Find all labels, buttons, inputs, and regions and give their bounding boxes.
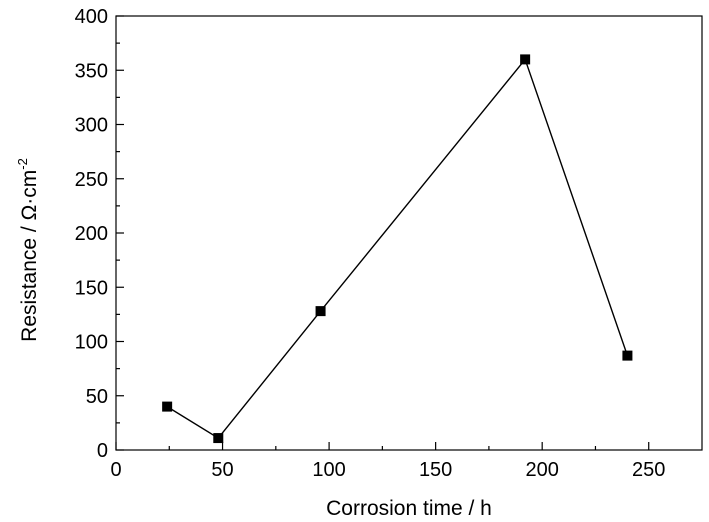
y-axis-title-main: Resistance / Ω·cm (18, 170, 41, 342)
x-tick-label: 150 (419, 459, 452, 481)
y-tick-label: 100 (75, 332, 108, 354)
y-tick-label: 350 (75, 60, 108, 82)
x-tick-label: 50 (211, 459, 233, 481)
y-tick-label: 0 (97, 440, 108, 462)
y-axis-title: Resistance / Ω·cm-2 (15, 158, 41, 342)
x-tick-label: 200 (525, 459, 558, 481)
series-line (166, 57, 629, 439)
x-tick-label: 250 (632, 459, 665, 481)
y-tick-label: 50 (86, 386, 108, 408)
data-point-marker (213, 433, 224, 444)
y-tick-label: 250 (75, 169, 108, 191)
series-layer (162, 54, 633, 444)
x-axis: 0 50 100 150 200 250 (110, 442, 665, 481)
plot-frame (115, 15, 703, 451)
y-tick-label: 150 (75, 277, 108, 299)
y-axis: 0 50 100 150 200 250 300 350 400 (75, 6, 124, 462)
y-tick-label: 400 (75, 6, 108, 28)
data-point-marker (315, 306, 326, 317)
y-tick-label: 200 (75, 223, 108, 245)
data-point-marker (520, 54, 531, 65)
y-axis-title-exponent: -2 (15, 158, 30, 170)
data-point-marker (622, 350, 633, 361)
y-tick-label: 300 (75, 115, 108, 137)
data-point-marker (162, 401, 173, 412)
x-tick-label: 100 (312, 459, 345, 481)
x-tick-label: 0 (110, 459, 121, 481)
x-axis-title: Corrosion time / h (326, 497, 492, 520)
